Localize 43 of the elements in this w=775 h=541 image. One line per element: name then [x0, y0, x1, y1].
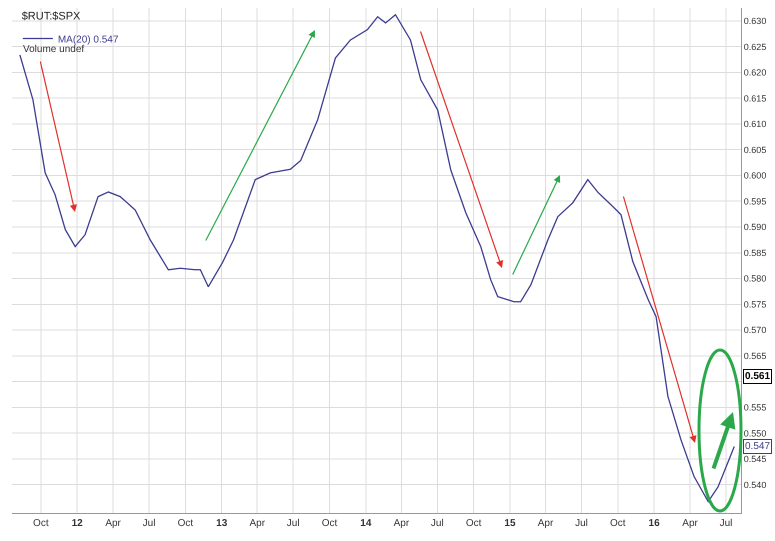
x-tick-label: 13 — [216, 518, 228, 529]
x-tick-label: Apr — [394, 518, 410, 529]
x-tick-label: Oct — [322, 518, 338, 529]
x-tick-label: 14 — [360, 518, 372, 529]
data-label: 0.547 — [745, 441, 770, 452]
y-tick-label: 0.620 — [744, 68, 766, 78]
x-tick-label: Apr — [682, 518, 699, 529]
y-tick-label: 0.555 — [744, 402, 766, 413]
x-tick-label: Oct — [178, 518, 194, 529]
x-tick-label: Jul — [720, 518, 732, 529]
x-tick-label: Jul — [142, 518, 156, 529]
y-tick-label: 0.565 — [744, 350, 766, 361]
y-tick-label: 0.600 — [744, 170, 766, 181]
y-tick-label: 0.585 — [744, 248, 766, 258]
y-tick-label: 0.615 — [744, 93, 766, 104]
y-tick-label: 0.605 — [744, 144, 766, 155]
y-tick-label: 0.545 — [744, 454, 766, 464]
x-tick-label: Oct — [33, 518, 49, 529]
x-tick-label: Oct — [466, 518, 482, 529]
y-tick-label: 0.540 — [744, 480, 766, 490]
x-tick-label: Jul — [286, 518, 300, 529]
annotation: Volume undef — [23, 44, 84, 55]
y-tick-label: 0.590 — [744, 222, 766, 232]
y-tick-label: 0.625 — [744, 42, 766, 52]
y-tick-label: 0.575 — [744, 299, 766, 310]
y-tick-label: 0.610 — [744, 119, 766, 130]
y-tick-label: 0.595 — [744, 196, 766, 206]
chart-title: $RUT:$SPX — [22, 10, 82, 23]
y-tick-label: 0.630 — [744, 16, 766, 26]
legend-label: MA(20) 0.547 — [58, 34, 119, 46]
x-tick-label: Jul — [575, 518, 588, 529]
y-tick-label: 0.570 — [744, 325, 766, 336]
x-tick-label: Apr — [538, 518, 554, 529]
x-tick-label: Jul — [430, 518, 444, 529]
text: 0.561 — [745, 371, 770, 382]
y-tick-label: 0.550 — [744, 428, 766, 438]
x-tick-label: Oct — [610, 518, 626, 529]
x-tick-label: Apr — [249, 518, 266, 529]
x-tick-label: Apr — [105, 518, 122, 529]
y-tick-label: 0.580 — [744, 274, 766, 284]
x-tick-label: 16 — [648, 518, 660, 529]
x-tick-label: 12 — [72, 518, 84, 529]
x-tick-label: 15 — [504, 518, 516, 529]
